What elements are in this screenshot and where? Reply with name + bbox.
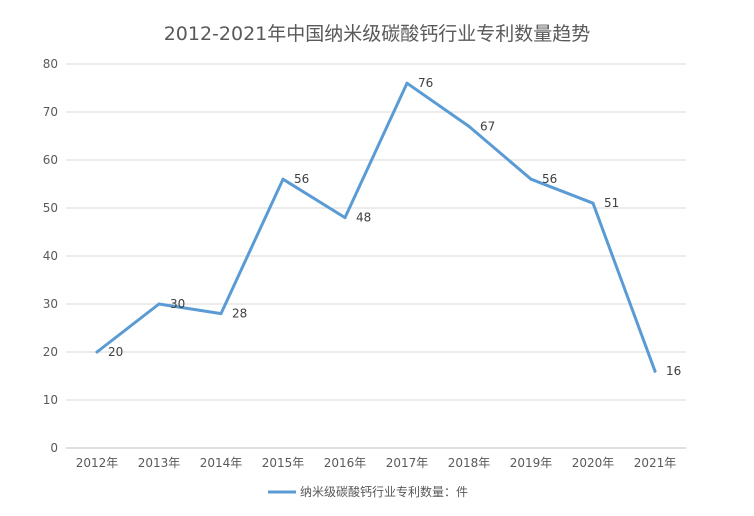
data-label: 51 <box>604 196 619 210</box>
gridlines <box>66 63 686 449</box>
x-tick-label: 2016年 <box>324 456 367 470</box>
x-tick-label: 2021年 <box>634 456 677 470</box>
chart-title: 2012-2021年中国纳米级碳酸钙行业专利数量趋势 <box>164 23 591 45</box>
y-tick-label: 80 <box>43 57 58 71</box>
x-tick-label: 2019年 <box>510 456 553 470</box>
data-label: 76 <box>418 76 433 90</box>
y-tick-label: 40 <box>43 249 58 263</box>
x-tick-label: 2012年 <box>76 456 119 470</box>
data-point[interactable] <box>95 350 99 354</box>
data-label: 20 <box>108 345 123 359</box>
y-tick-label: 20 <box>43 345 58 359</box>
data-label: 28 <box>232 307 247 321</box>
data-point[interactable] <box>157 302 161 306</box>
data-point[interactable] <box>591 201 595 205</box>
data-point[interactable] <box>653 369 657 373</box>
y-tick-label: 30 <box>43 297 58 311</box>
data-point[interactable] <box>529 177 533 181</box>
data-label: 56 <box>294 172 309 186</box>
y-tick-label: 60 <box>43 153 58 167</box>
y-tick-label: 70 <box>43 105 58 119</box>
x-axis-ticks: 2012年 2013年 2014年 2015年 2016年 2017年 2018年 2019年… <box>76 456 677 470</box>
data-point[interactable] <box>219 312 223 316</box>
x-tick-label: 2014年 <box>200 456 243 470</box>
data-labels: 20 30 28 56 48 76 67 56 51 16 <box>108 76 681 378</box>
data-label: 30 <box>170 297 185 311</box>
data-point[interactable] <box>405 81 409 85</box>
series-layer <box>95 81 657 373</box>
legend-label: 纳米级碳酸钙行业专利数量：件 <box>300 484 468 499</box>
data-label: 67 <box>480 119 495 133</box>
series-line <box>95 81 657 373</box>
x-tick-label: 2015年 <box>262 456 305 470</box>
legend[interactable]: 纳米级碳酸钙行业专利数量：件 <box>268 484 468 499</box>
y-axis-ticks: 0 10 20 30 40 50 60 70 80 <box>43 57 58 455</box>
x-tick-label: 2020年 <box>572 456 615 470</box>
data-label: 48 <box>356 211 371 225</box>
y-tick-label: 0 <box>50 441 58 455</box>
y-tick-label: 10 <box>43 393 58 407</box>
x-tick-label: 2018年 <box>448 456 491 470</box>
x-tick-label: 2017年 <box>386 456 429 470</box>
data-point[interactable] <box>467 124 471 128</box>
data-point[interactable] <box>281 177 285 181</box>
y-tick-label: 50 <box>43 201 58 215</box>
data-label: 16 <box>666 364 681 378</box>
x-tick-label: 2013年 <box>138 456 181 470</box>
data-label: 56 <box>542 172 557 186</box>
data-point[interactable] <box>343 216 347 220</box>
